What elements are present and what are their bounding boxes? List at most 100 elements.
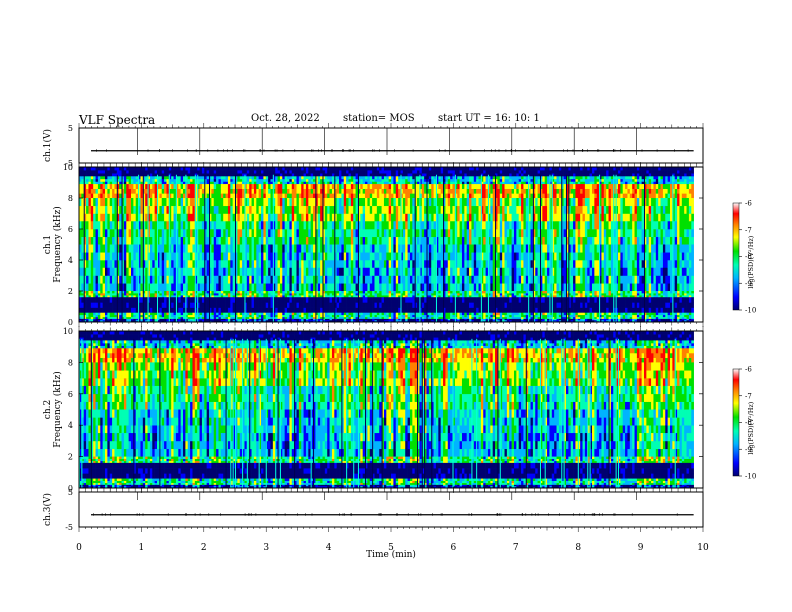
ch1-spectrogram-cell — [135, 307, 139, 313]
ch1-spectrogram-cell — [341, 275, 345, 284]
ch1-spectrogram-cell — [395, 252, 399, 261]
ch1-spectrogram-cell — [284, 302, 288, 308]
ch1-spectrogram-cell — [268, 178, 271, 182]
ch1-spectrogram-cell — [251, 316, 255, 320]
ch1-spectrogram-cell — [192, 314, 196, 318]
ch1-spectrogram-cell — [242, 229, 245, 238]
ch1-spectrogram-cell — [206, 181, 210, 185]
ch1-spectrogram-cell — [320, 302, 323, 308]
ch1-spectrogram-cell — [121, 244, 125, 253]
ch1-spectrogram-cell — [289, 221, 293, 230]
ch1-spectrogram-cell — [95, 167, 99, 171]
ch1-spectrogram-cell — [367, 178, 371, 182]
ch1-spectrogram-cell — [334, 229, 337, 238]
ch1-spectrogram-cell — [405, 293, 408, 296]
ch1-spectrogram-cell — [303, 170, 307, 174]
ch1-spectrogram-cell — [294, 316, 297, 320]
ch1-spectrogram-cell — [369, 205, 373, 214]
ch1-spectrogram-cell — [135, 293, 139, 296]
ch1-spectrogram-cell — [268, 307, 271, 313]
ch1-spectrogram-cell — [360, 167, 363, 171]
ch1-spectrogram-cell — [298, 213, 302, 222]
ch1-spectrogram-cell — [121, 221, 125, 230]
ch1-spectrogram-cell — [197, 252, 200, 261]
ch1-spectrogram-cell — [249, 188, 252, 194]
ch1-spectrogram-cell — [353, 167, 356, 171]
ch1-spectrogram-cell — [204, 167, 207, 171]
ch1-spectrogram-cell — [147, 252, 151, 261]
ch1-spectrogram-cell — [128, 167, 132, 171]
ch1-spectrogram-cell — [157, 213, 160, 222]
ch1-spectrogram-cell — [161, 176, 165, 180]
ch1-spectrogram-cell — [348, 244, 352, 253]
ch1-spectrogram-cell — [405, 260, 408, 269]
ch1-spectrogram-cell — [256, 176, 259, 180]
ch1-spectrogram-cell — [140, 252, 144, 261]
ch1-spectrogram-cell — [235, 307, 238, 313]
ch1-spectrogram-cell — [374, 229, 378, 238]
ch1-spectrogram-cell — [298, 244, 302, 253]
ch1-spectrogram-cell — [161, 244, 165, 253]
ch1-spectrogram-cell — [367, 293, 371, 296]
ch1-spectrogram-cell — [185, 307, 189, 313]
ch1-spectrogram-cell — [180, 314, 184, 318]
ch1-spectrogram-cell — [192, 283, 196, 292]
ch1-spectrogram-cell — [102, 184, 106, 189]
ch1-spectrogram-cell — [232, 193, 236, 199]
ch1-spectrogram-cell — [388, 205, 392, 214]
ch1-spectrogram-cell — [223, 188, 226, 194]
ch1-spectrogram-cell — [322, 297, 326, 303]
ch1-spectrogram-cell — [140, 316, 144, 320]
ch1-spectrogram-cell — [133, 221, 137, 230]
ch1-spectrogram-cell — [175, 295, 179, 298]
ch1-spectrogram-cell — [253, 221, 257, 230]
ch1-spectrogram-cell — [426, 275, 430, 284]
ch1-spectrogram-cell — [116, 302, 120, 308]
ch1-spectrogram-cell — [230, 275, 233, 284]
ch1-spectrogram-cell — [253, 293, 257, 296]
ch1-spectrogram-cell — [315, 236, 319, 245]
ch1-spectrogram-cell — [263, 260, 267, 269]
ch1-spectrogram-cell — [407, 170, 411, 174]
ch1-spectrogram-cell — [232, 205, 236, 214]
ch1-spectrogram-cell — [277, 167, 281, 171]
ch1-spectrogram-cell — [381, 260, 385, 269]
ch1-spectrogram-cell — [362, 275, 366, 284]
ch1-spectrogram-cell — [100, 318, 103, 321]
ch1-spectrogram-cell — [412, 205, 415, 214]
ch1-spectrogram-cell — [414, 178, 418, 182]
ch1-spectrogram-cell — [123, 260, 127, 269]
ch1-spectrogram-cell — [256, 291, 259, 294]
ch1-spectrogram-cell — [242, 318, 245, 321]
ch1-spectrogram-cell — [161, 267, 165, 276]
ch1-spectrogram-cell — [268, 244, 271, 253]
ch1-spectrogram-cell — [216, 252, 219, 261]
ch1-spectrogram-cell — [135, 318, 139, 321]
ch1-spectrogram-streak — [116, 174, 118, 322]
ch1-spectrogram-cell — [289, 283, 293, 292]
ch1-spectrogram-cell — [211, 229, 215, 238]
ch1-spectrogram-cell — [90, 181, 94, 185]
ch1-spectrogram-cell — [376, 244, 380, 253]
ch1-spectrogram-cell — [289, 275, 293, 284]
ch1-spectrogram-cell — [421, 297, 425, 303]
ch1-spectrogram-cell — [263, 221, 267, 230]
ch1-spectrogram-cell — [298, 252, 302, 261]
ch1-spectrogram-cell — [409, 291, 413, 294]
ch1-spectrogram-cell — [329, 297, 333, 303]
ch1-spectrogram-cell — [227, 170, 231, 174]
ch1-spectrogram-cell — [400, 188, 404, 194]
ch1-spectrogram-cell — [223, 319, 226, 322]
ch1-spectrogram-cell — [341, 307, 345, 313]
ch1-spectrogram-cell — [386, 291, 389, 294]
ch1-spectrogram-cell — [407, 260, 411, 269]
ch1-spectrogram-cell — [303, 260, 307, 269]
ch1-spectrogram-cell — [230, 314, 233, 318]
ch1-spectrogram-cell — [251, 291, 255, 294]
ch1-spectrogram-cell — [239, 181, 243, 185]
ch1-spectrogram-cell — [90, 213, 94, 222]
ch1-spectrogram-cell — [97, 244, 101, 253]
ch1-spectrogram-cell — [171, 184, 174, 189]
ch1-spectrogram-cell — [263, 297, 267, 303]
ch1-spectrogram-cell — [301, 314, 304, 318]
